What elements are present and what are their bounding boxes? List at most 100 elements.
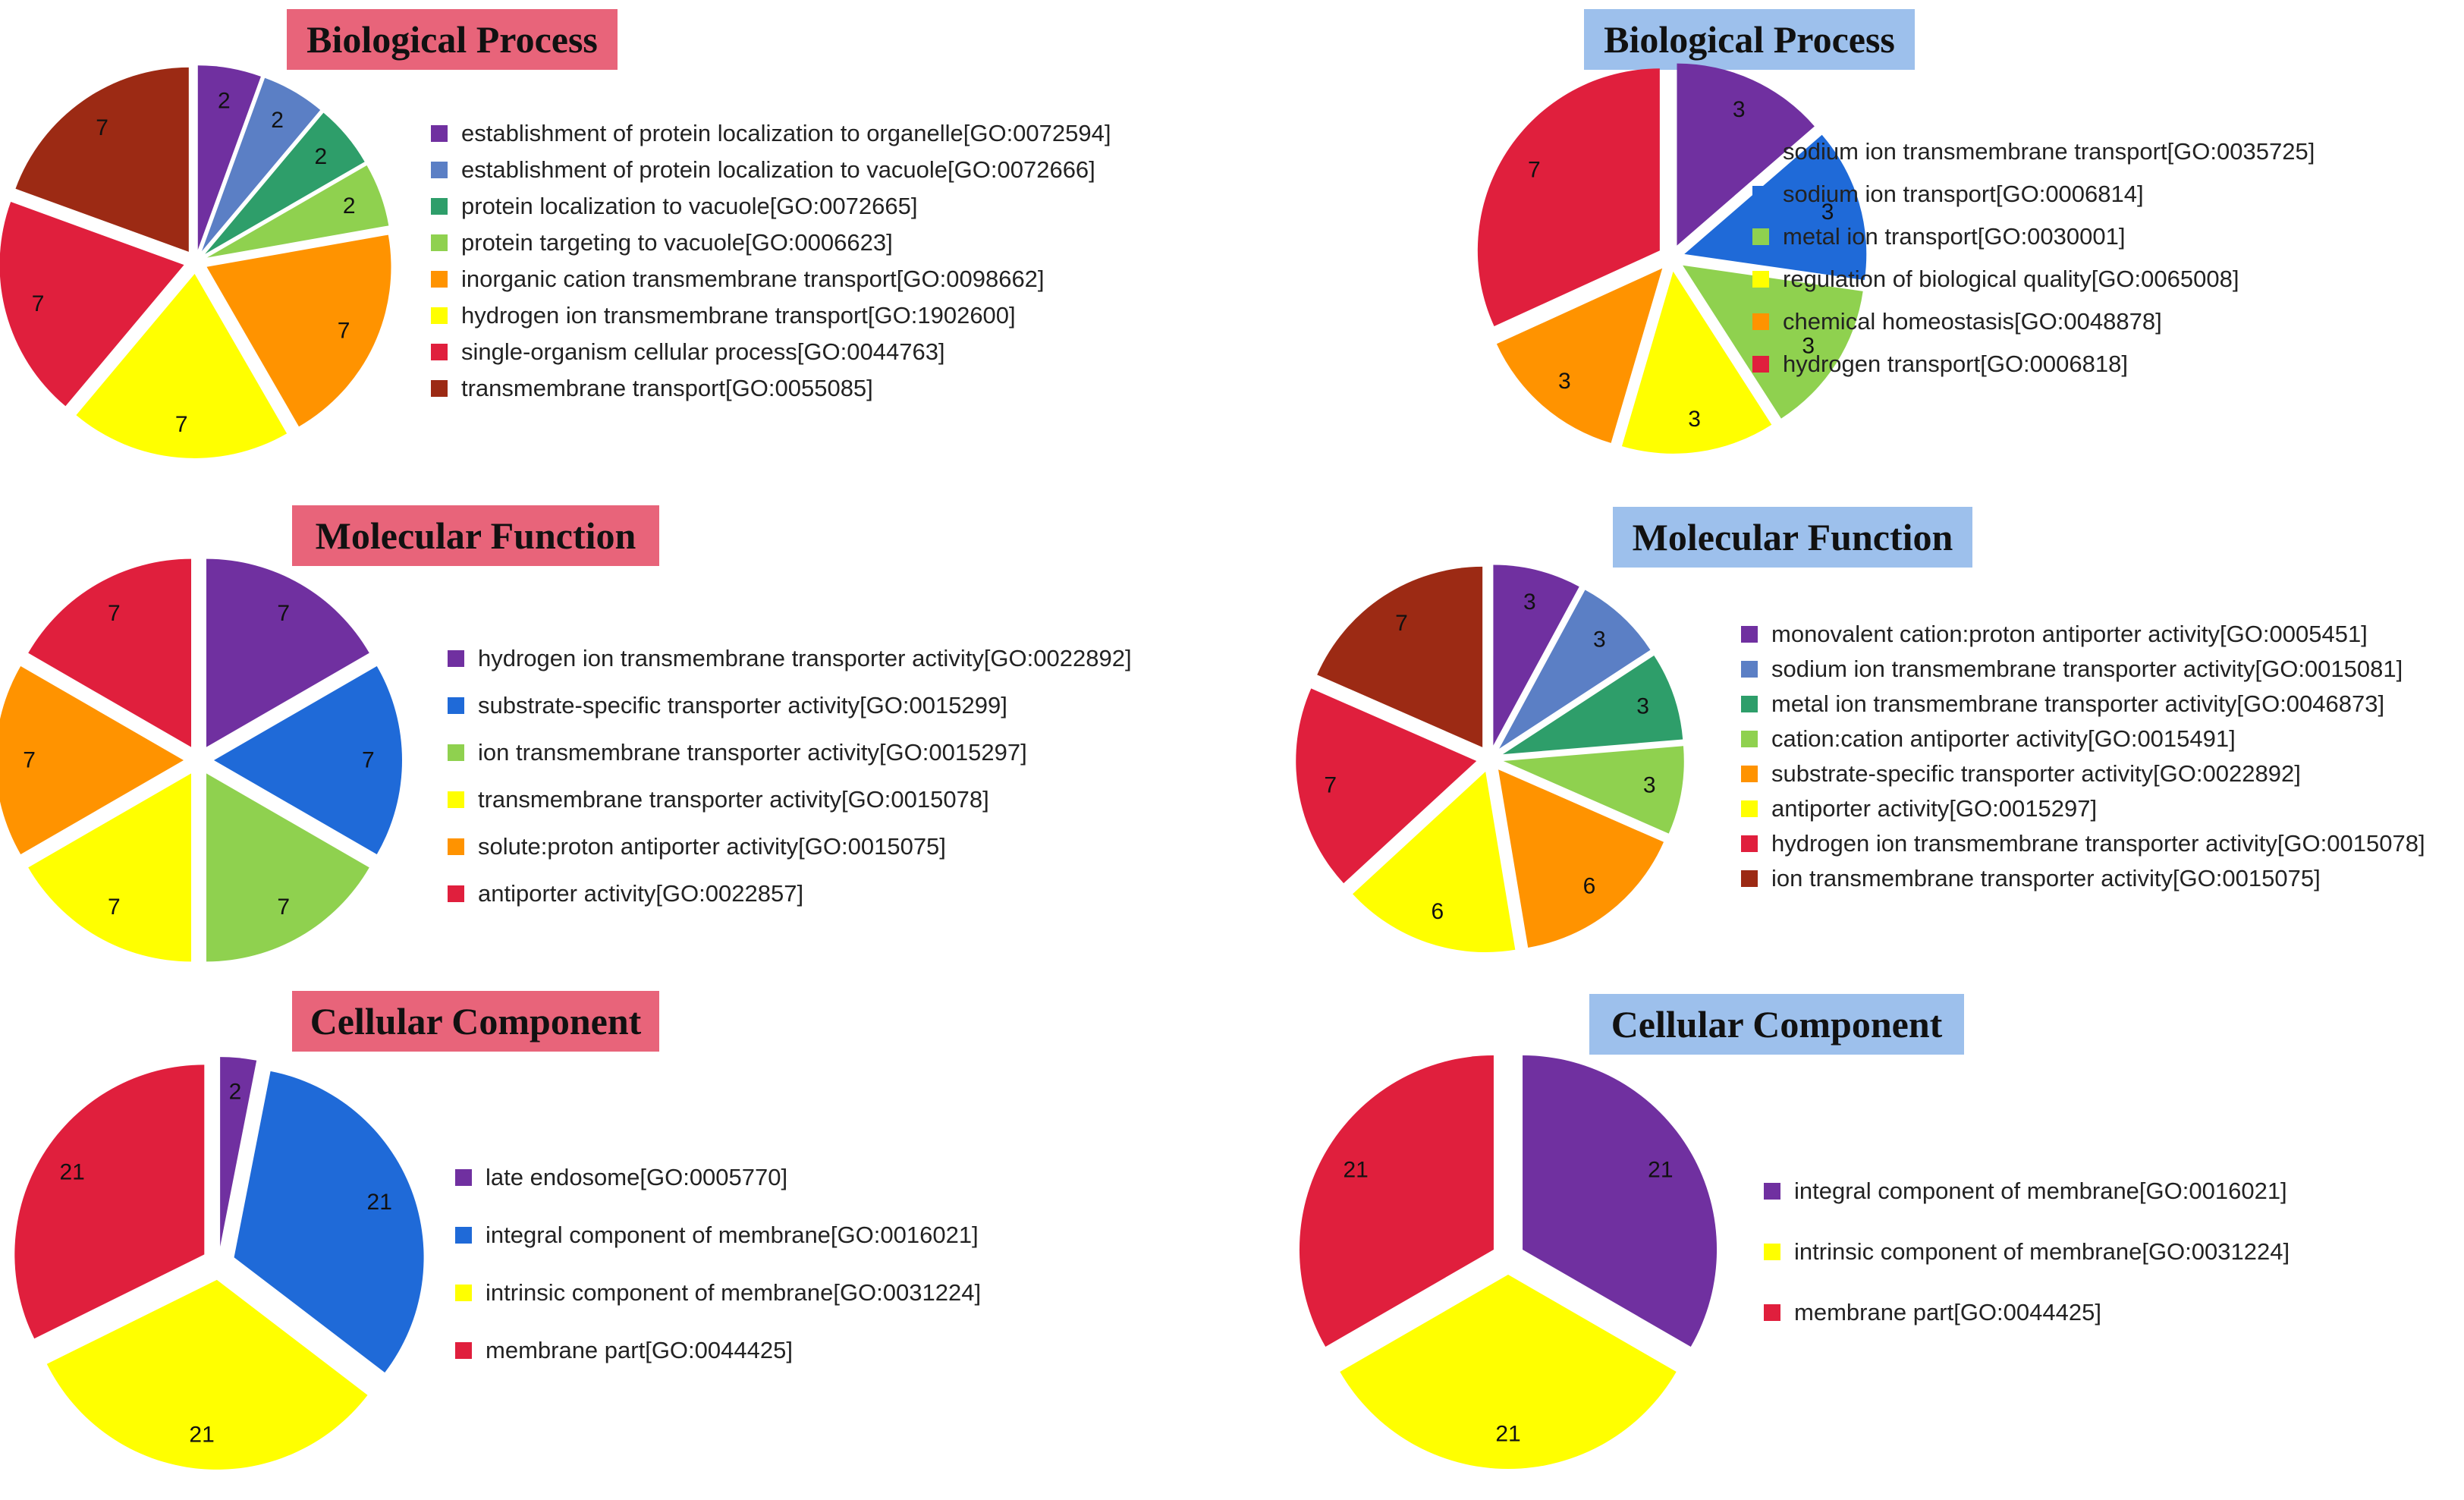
legend-entry: protein targeting to vacuole[GO:0006623] xyxy=(431,228,893,256)
pie-slice xyxy=(1493,564,1579,746)
legend-swatch xyxy=(431,124,448,142)
legend-label: establishment of protein localization to… xyxy=(461,119,1111,146)
legend-label: metal ion transport[GO:0030001] xyxy=(1783,222,2126,250)
pie-slice xyxy=(0,202,184,407)
legend-swatch xyxy=(431,343,448,360)
slice-value-label: 3 xyxy=(1821,200,1834,225)
legend-swatch xyxy=(431,270,448,288)
slice-value-label: 2 xyxy=(229,1080,242,1105)
legend-swatch xyxy=(1764,1303,1780,1321)
legend-entry: ion transmembrane transporter activity[G… xyxy=(1741,863,2321,892)
legend-swatch xyxy=(448,838,464,855)
slice-value-label: 21 xyxy=(59,1160,84,1185)
legend-swatch xyxy=(1741,730,1758,747)
slice-value-label: 3 xyxy=(1802,334,1815,359)
legend-swatch xyxy=(431,234,448,251)
legend-swatch xyxy=(1752,355,1769,373)
pie-slice xyxy=(1684,134,1867,281)
slice-value-label: 2 xyxy=(218,89,231,114)
pie-slice xyxy=(1621,271,1772,454)
legend-entry: establishment of protein localization to… xyxy=(431,118,1111,147)
legend-swatch xyxy=(1764,1182,1780,1200)
legend-entry: hydrogen ion transmembrane transport[GO:… xyxy=(431,300,1016,329)
slice-value-label: 7 xyxy=(338,318,350,343)
legend-label: intrinsic component of membrane[GO:00312… xyxy=(1794,1237,2290,1265)
pie-chart: 21 21 21 xyxy=(1299,1055,1718,1469)
pie-slice xyxy=(1340,1275,1677,1469)
legend-entry: integral component of membrane[GO:001602… xyxy=(455,1220,979,1249)
pie-slice xyxy=(28,773,191,962)
slice-value-label: 7 xyxy=(277,895,290,920)
slice-value-label: 7 xyxy=(1324,773,1337,798)
slice-value-label: 2 xyxy=(271,108,284,133)
legend-label: late endosome[GO:0005770] xyxy=(486,1163,788,1190)
pie-slice xyxy=(206,558,369,747)
legend-entry: solute:proton antiporter activity[GO:001… xyxy=(448,832,946,860)
slice-value-label: 3 xyxy=(1636,693,1649,719)
pie-slice xyxy=(1299,1055,1494,1347)
slice-value-label: 7 xyxy=(362,748,375,773)
legend-label: solute:proton antiporter activity[GO:001… xyxy=(478,832,946,860)
legend-label: hydrogen ion transmembrane transport[GO:… xyxy=(461,301,1016,329)
legend-swatch xyxy=(431,379,448,397)
legend-swatch xyxy=(431,197,448,215)
legend-entry: substrate-specific transporter activity[… xyxy=(448,690,1007,719)
pie-slice xyxy=(1683,265,1863,419)
legend-entry: metal ion transmembrane transporter acti… xyxy=(1741,689,2384,718)
pie-chart: 2 21 21 21 xyxy=(14,1057,424,1470)
legend-label: monovalent cation:proton antiporter acti… xyxy=(1771,620,2368,647)
legend-swatch xyxy=(1741,625,1758,643)
pie-chart: 3 3 3 3 6 6 7 7 xyxy=(1296,564,1684,953)
legend-swatch xyxy=(1741,695,1758,712)
legend-label: hydrogen ion transmembrane transporter a… xyxy=(1771,829,2425,857)
slice-value-label: 7 xyxy=(277,601,290,626)
legend-entry: monovalent cation:proton antiporter acti… xyxy=(1741,619,2368,648)
legend-label: antiporter activity[GO:0022857] xyxy=(478,879,804,907)
legend-entry: establishment of protein localization to… xyxy=(431,155,1095,184)
slice-value-label: 7 xyxy=(108,601,121,626)
legend-entry: protein localization to vacuole[GO:00726… xyxy=(431,191,917,220)
legend-entry: integral component of membrane[GO:001602… xyxy=(1764,1176,2287,1205)
pie-slice xyxy=(1353,772,1516,953)
legend-swatch xyxy=(1752,228,1769,245)
legend-label: single-organism cellular process[GO:0044… xyxy=(461,338,945,365)
pie-slice xyxy=(1317,566,1483,747)
legend-entry: late endosome[GO:0005770] xyxy=(455,1162,787,1191)
pie-slice xyxy=(1503,655,1683,755)
legend-label: ion transmembrane transporter activity[G… xyxy=(1771,864,2321,892)
legend-label: chemical homeostasis[GO:0048878] xyxy=(1783,307,2162,335)
chart-title: Molecular Function xyxy=(292,505,659,566)
legend-label: protein localization to vacuole[GO:00726… xyxy=(461,192,918,219)
legend-entry: substrate-specific transporter activity[… xyxy=(1741,759,2301,788)
legend-label: hydrogen transport[GO:0006818] xyxy=(1783,350,2128,377)
legend-label: hydrogen ion transmembrane transporter a… xyxy=(478,644,1132,671)
legend-entry: hydrogen ion transmembrane transporter a… xyxy=(1741,829,2425,857)
legend-entry: membrane part[GO:0044425] xyxy=(1764,1297,2101,1326)
legend-swatch xyxy=(448,791,464,808)
legend-label: sodium ion transmembrane transport[GO:00… xyxy=(1783,137,2315,165)
chart-title: Molecular Function xyxy=(1613,507,1972,568)
pie-slice xyxy=(1496,268,1663,443)
slice-value-label: 21 xyxy=(1495,1421,1520,1446)
legend-label: intrinsic component of membrane[GO:00312… xyxy=(486,1278,982,1306)
pie-slice xyxy=(76,273,288,458)
legend-swatch xyxy=(431,307,448,324)
slice-value-label: 2 xyxy=(343,193,356,219)
slice-value-label: 3 xyxy=(1733,97,1746,122)
legend-label: ion transmembrane transporter activity[G… xyxy=(478,738,1027,766)
legend-swatch xyxy=(448,697,464,714)
slice-value-label: 7 xyxy=(32,291,45,316)
pie-slice xyxy=(1477,68,1660,326)
slice-value-label: 7 xyxy=(96,115,108,140)
legend-label: transmembrane transporter activity[GO:00… xyxy=(478,785,989,813)
chart-title: Biological Process xyxy=(1584,9,1915,70)
legend-entry: transmembrane transport[GO:0055085] xyxy=(431,373,873,402)
legend-entry: metal ion transport[GO:0030001] xyxy=(1752,222,2125,250)
pie-chart: 3 3 3 3 3 7 xyxy=(1477,63,1867,454)
legend-label: integral component of membrane[GO:001602… xyxy=(486,1221,979,1248)
legend-label: membrane part[GO:0044425] xyxy=(1794,1298,2101,1325)
slice-value-label: 6 xyxy=(1583,874,1596,899)
legend-swatch xyxy=(455,1226,472,1244)
slice-value-label: 21 xyxy=(1343,1158,1368,1183)
